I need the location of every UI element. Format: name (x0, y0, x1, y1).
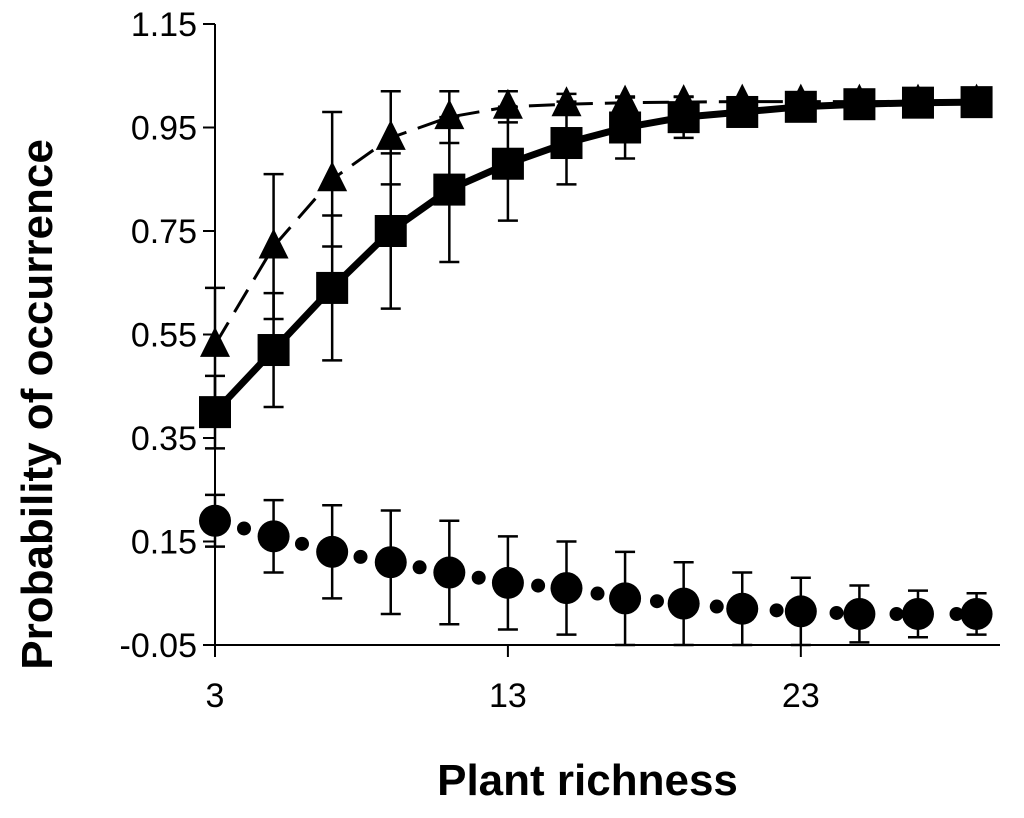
circle-marker (843, 597, 876, 630)
series-squares (199, 86, 993, 450)
square-marker (667, 101, 700, 134)
triangle-marker (317, 161, 348, 192)
circle-marker (960, 597, 993, 630)
square-marker (491, 147, 524, 180)
circle-marker (491, 566, 524, 599)
triangle-marker (375, 119, 406, 150)
y-tick-label: 0.15 (131, 524, 197, 562)
triangle-marker (258, 228, 289, 259)
y-tick-label: 1.15 (131, 6, 197, 44)
circle-marker (726, 592, 759, 625)
y-axis-title: Probability of occurrence (13, 139, 62, 670)
x-tick-label: 23 (782, 677, 820, 715)
y-tick-label: 0.35 (131, 420, 197, 458)
square-marker (374, 215, 407, 247)
circle-marker (609, 582, 642, 615)
square-marker (843, 88, 876, 121)
circle-marker (433, 556, 466, 589)
series-group (199, 83, 993, 647)
square-marker (726, 95, 759, 128)
square-marker (199, 396, 231, 429)
square-marker (257, 334, 290, 367)
ticks: -0.05 0.15 0.35 0.55 0.75 0.95 1.15 3 13 23 (120, 6, 820, 715)
circle-marker (374, 546, 407, 579)
y-tick-label: 0.95 (131, 110, 197, 148)
circle-marker (316, 535, 349, 568)
triangle-marker (492, 88, 523, 119)
triangle-marker (434, 99, 465, 130)
y-tick-label: -0.05 (120, 627, 198, 665)
square-marker (609, 111, 642, 144)
triangle-marker (200, 326, 230, 357)
square-marker (550, 127, 583, 160)
series-triangles (200, 83, 992, 404)
square-marker (901, 86, 934, 119)
y-tick-label: 0.75 (131, 213, 197, 251)
series-circles (199, 493, 993, 647)
circle-marker (550, 572, 583, 605)
square-marker (960, 86, 993, 119)
squares-line (212, 98, 977, 415)
x-axis-title: Plant richness (437, 756, 738, 805)
circle-marker (667, 587, 700, 620)
circle-marker (199, 504, 231, 537)
circle-marker (784, 595, 817, 628)
x-tick-label: 3 (206, 677, 225, 715)
circle-marker (901, 597, 934, 630)
square-marker (433, 173, 466, 206)
circle-marker (257, 520, 290, 553)
square-marker (784, 90, 817, 123)
circles-line (208, 513, 984, 621)
y-tick-label: 0.55 (131, 317, 197, 355)
square-marker (316, 271, 349, 304)
x-tick-label: 13 (489, 677, 527, 715)
